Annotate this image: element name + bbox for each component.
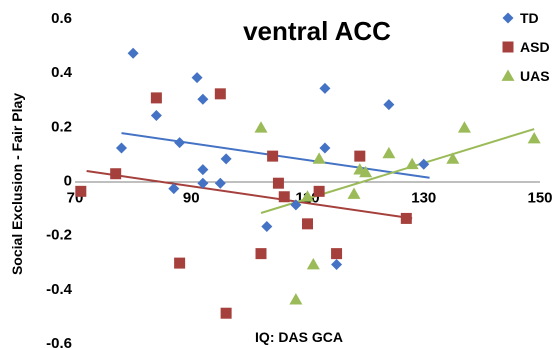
y-tick-label: -0.4 bbox=[46, 281, 73, 298]
legend: TD ASD UAS bbox=[501, 10, 550, 84]
point-uas bbox=[446, 152, 460, 164]
point-td bbox=[197, 177, 209, 189]
point-asd bbox=[214, 88, 226, 100]
point-asd bbox=[110, 168, 122, 180]
chart-title: ventral ACC bbox=[243, 16, 391, 46]
point-asd bbox=[302, 218, 313, 230]
point-td bbox=[116, 142, 127, 154]
point-uas bbox=[312, 152, 326, 164]
point-td bbox=[150, 110, 162, 121]
point-uas bbox=[347, 187, 361, 199]
point-uas bbox=[405, 157, 419, 170]
point-td bbox=[319, 142, 331, 154]
point-td bbox=[214, 177, 226, 189]
point-uas bbox=[301, 190, 314, 202]
legend-marker-asd bbox=[502, 41, 514, 53]
point-td bbox=[383, 99, 395, 111]
point-td bbox=[290, 199, 302, 211]
point-uas bbox=[306, 257, 320, 270]
legend-label: UAS bbox=[520, 68, 550, 84]
point-asd bbox=[313, 185, 325, 197]
point-asd bbox=[272, 177, 284, 189]
point-uas bbox=[382, 146, 396, 159]
y-tick-labels: 0.6 0.4 0.2 0 -0.2 -0.4 -0.6 bbox=[46, 10, 73, 348]
y-tick-label: -0.2 bbox=[46, 227, 72, 244]
point-asd bbox=[75, 185, 87, 197]
point-uas bbox=[527, 132, 541, 144]
point-asd bbox=[174, 257, 186, 269]
point-uas bbox=[254, 121, 268, 133]
point-asd bbox=[400, 212, 412, 224]
legend-label: TD bbox=[520, 10, 539, 26]
x-tick-label: 90 bbox=[183, 190, 200, 207]
point-td bbox=[191, 72, 203, 84]
point-asd bbox=[150, 92, 162, 104]
point-td bbox=[418, 158, 430, 170]
point-td bbox=[197, 93, 209, 105]
point-uas bbox=[359, 165, 373, 178]
point-uas bbox=[289, 293, 303, 305]
x-tick-label: 150 bbox=[527, 190, 552, 207]
trendline-asd bbox=[86, 170, 413, 220]
y-axis-label: Social Exclusion - Fair Play bbox=[9, 93, 25, 275]
point-td bbox=[197, 164, 209, 176]
point-asd bbox=[255, 248, 267, 260]
point-td bbox=[168, 183, 180, 195]
legend-marker-uas bbox=[501, 69, 515, 81]
y-tick-label: -0.6 bbox=[46, 335, 72, 348]
data-points bbox=[75, 47, 541, 319]
x-axis-label: IQ: DAS GCA bbox=[255, 329, 343, 345]
point-td bbox=[331, 258, 343, 270]
point-uas bbox=[457, 121, 471, 133]
point-td bbox=[127, 47, 139, 59]
legend-marker-td bbox=[502, 12, 514, 24]
y-tick-label: 0.6 bbox=[51, 10, 72, 27]
point-td bbox=[319, 82, 331, 94]
y-tick-label: 0.2 bbox=[51, 118, 72, 135]
point-td bbox=[174, 137, 186, 149]
point-asd bbox=[331, 248, 343, 260]
y-tick-label: 0.4 bbox=[51, 64, 73, 81]
point-td bbox=[261, 221, 273, 233]
point-asd bbox=[354, 150, 366, 162]
point-asd bbox=[220, 307, 232, 319]
point-asd bbox=[278, 191, 290, 203]
x-tick-label: 130 bbox=[411, 190, 436, 207]
point-asd bbox=[267, 150, 279, 162]
point-td bbox=[220, 153, 232, 165]
y-tick-label: 0 bbox=[64, 173, 72, 190]
legend-label: ASD bbox=[520, 39, 550, 55]
